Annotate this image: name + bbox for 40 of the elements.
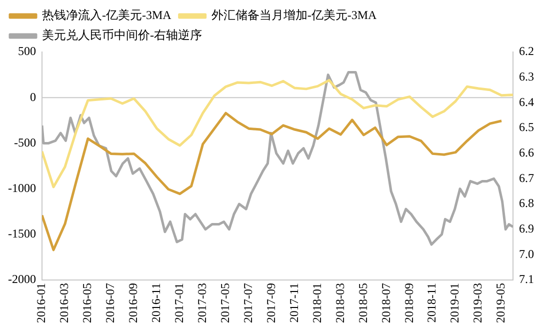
x-tick-label: 2016-03 [57,283,72,324]
x-tick-label: 2016-05 [80,283,94,324]
x-tick-label: 2019-03 [470,283,485,324]
x-tick-label: 2016-11 [149,283,164,323]
y2-tick-label: 6.5 [519,120,534,134]
y-tick-label: -1000 [8,180,36,195]
legend-label: 美元兑人民币中间价-右轴逆序 [42,28,202,42]
x-tick-label: 2017-05 [218,283,232,324]
x-tick-label: 2018-07 [378,283,393,324]
y2-tick-label: 7.1 [519,272,534,286]
x-tick-label: 2016-09 [126,283,140,324]
y-tick-label: 0 [30,90,36,104]
x-tick-label: 2016-01 [34,283,48,324]
x-tick-label: 2018-05 [356,283,370,324]
y2-tick-label: 6.2 [519,44,534,58]
y-tick-label: -2000 [8,272,36,286]
y2-tick-label: 7.0 [519,246,534,261]
y2-tick-label: 6.4 [519,94,534,109]
x-tick-label: 2019-05 [494,283,508,324]
y-tick-label: 500 [18,44,36,58]
y-tick-label: -500 [14,135,36,150]
x-tick-label: 2018-01 [310,283,324,324]
legend-label: 热钱净流入-亿美元-3MA [42,8,172,22]
y2-tick-label: 6.3 [519,69,534,84]
x-tick-label: 2018-09 [402,283,416,324]
y2-tick-label: 6.8 [519,196,534,210]
legend-label: 外汇储备当月增加-亿美元-3MA [211,8,377,22]
x-tick-label: 2017-09 [264,283,278,324]
x-tick-label: 2016-07 [103,283,118,324]
x-tick-label: 2017-07 [240,283,255,324]
x-tick-label: 2019-01 [448,283,462,324]
x-tick-label: 2018-11 [424,283,439,323]
y2-tick-label: 6.6 [519,145,534,160]
y-tick-label: -1500 [8,226,36,241]
y2-tick-label: 6.9 [519,221,534,236]
x-tick-label: 2018-03 [332,283,347,324]
y2-tick-label: 6.7 [519,170,534,185]
x-tick-label: 2017-01 [172,283,186,324]
x-tick-label: 2017-03 [194,283,209,324]
x-tick-label: 2017-11 [286,283,301,323]
